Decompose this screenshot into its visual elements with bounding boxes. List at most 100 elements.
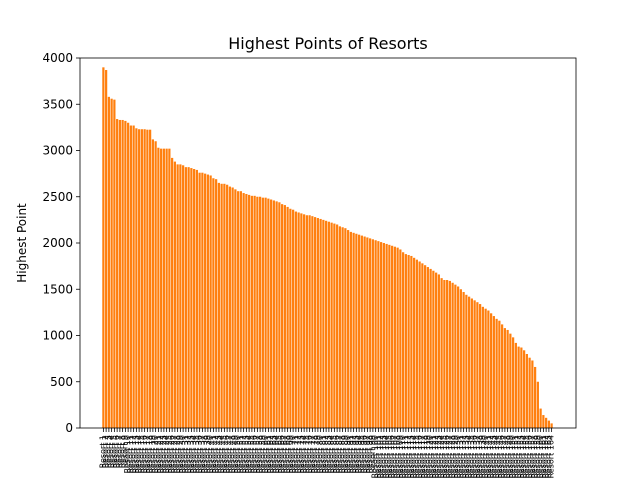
bar (492, 316, 495, 428)
x-tick-label: Resort 155 (522, 435, 531, 478)
bar (116, 119, 119, 429)
bar (347, 230, 350, 428)
x-tick-label: Resort 91 (346, 435, 355, 473)
bar (239, 191, 242, 428)
x-tick-label: Resort 117 (417, 435, 426, 478)
x-tick-label: Resort 112 (404, 435, 413, 478)
x-tick-label: Resort 59 (258, 435, 267, 473)
bar (212, 178, 215, 428)
bar (107, 96, 110, 428)
x-tick-label: Resort 35 (192, 435, 201, 473)
y-tick-label: 0 (65, 421, 73, 435)
bar (151, 139, 154, 428)
x-tick-label: Resort 153 (516, 435, 525, 478)
x-tick-label: Resort 136 (470, 435, 479, 478)
bar (184, 167, 187, 428)
x-tick-label: Resort 84 (327, 435, 336, 473)
bar (407, 255, 410, 428)
x-tick-label: Resort 65 (274, 435, 283, 473)
x-tick-label: Resort 9 (120, 435, 129, 468)
x-tick-label: Resort 74 (299, 435, 308, 473)
x-tick-label: Resort 69 (285, 435, 294, 473)
bar (547, 420, 550, 428)
x-tick-label: Resort 123 (434, 435, 443, 478)
x-tick-label: Resort 18 (145, 435, 154, 473)
x-tick-label: Resort 40 (206, 435, 215, 473)
x-tick-label: Resort 67 (280, 435, 289, 473)
bar (531, 360, 534, 428)
x-tick-label: Resort 31 (181, 435, 190, 473)
bar (297, 212, 300, 428)
x-tick-label: Resort 90 (343, 435, 352, 473)
x-tick-label: Resort 92 (349, 435, 358, 473)
y-tick-label: 1500 (42, 282, 73, 296)
bar (355, 233, 358, 428)
bar (193, 169, 196, 428)
bar (215, 179, 218, 428)
bar (424, 265, 427, 428)
y-tick-label: 4000 (42, 51, 73, 65)
x-tick-label: Resort 126 (442, 435, 451, 478)
x-tick-label: Resort 36 (195, 435, 204, 473)
x-tick-label: Resort 98 (365, 435, 374, 473)
x-tick-label: Resort 146 (497, 435, 506, 478)
x-tick-label: Resort 82 (321, 435, 330, 473)
bar (157, 147, 160, 429)
x-tick-label: Resort 118 (420, 435, 429, 478)
x-tick-label: Resort 73 (296, 435, 305, 473)
bar (206, 174, 209, 428)
x-tick-label: Resort 122 (431, 435, 440, 478)
y-axis-label: Highest Point (15, 203, 29, 283)
bar (369, 238, 372, 428)
bar (154, 141, 157, 428)
bar (437, 274, 440, 428)
bar (352, 232, 355, 428)
bar (303, 214, 306, 428)
bar (143, 129, 146, 429)
x-tick-label: Resort 149 (505, 435, 514, 478)
x-tick-label: Resort 113 (406, 435, 415, 478)
x-tick-label: Resort 24 (162, 435, 171, 473)
x-tick-label: Resort 96 (360, 435, 369, 473)
bar (462, 292, 465, 428)
bar (514, 342, 517, 428)
x-tick-label: Resort 105 (384, 435, 393, 478)
x-tick-label: Resort 89 (340, 435, 349, 473)
bar (281, 204, 284, 428)
bar (314, 217, 317, 428)
x-tick-label: Resort 20 (151, 435, 160, 473)
x-tick-label: Resort 50 (233, 435, 242, 473)
x-tick-label: Resort 27 (170, 435, 179, 473)
x-tick-label: Resort 101 (373, 435, 382, 478)
bar (338, 226, 341, 428)
bar (292, 209, 295, 428)
bar (421, 263, 424, 428)
bar (446, 280, 449, 428)
bar (102, 67, 105, 428)
x-tick-label: Resort 39 (203, 435, 212, 473)
x-tick-label: Resort 93 (351, 435, 360, 473)
x-tick-label: Resort 58 (255, 435, 264, 473)
x-tick-label: Resort 29 (175, 435, 184, 473)
x-tick-label: Resort 140 (481, 435, 490, 478)
bar (256, 196, 259, 428)
x-tick-label: Resort 66 (277, 435, 286, 473)
x-tick-label: Resort 135 (467, 435, 476, 478)
x-tick-label: Resort 151 (511, 435, 520, 478)
bar (358, 234, 361, 428)
bar (264, 197, 267, 428)
x-tick-label: Resort 161 (538, 435, 547, 478)
x-tick-label: Resort 30 (178, 435, 187, 473)
y-tick-label: 3500 (42, 97, 73, 111)
bar (402, 252, 405, 428)
bar (393, 246, 396, 428)
bar (377, 241, 380, 428)
x-tick-label: Resort 106 (387, 435, 396, 478)
x-tick-label: Resort 97 (362, 435, 371, 473)
x-tick-label: Resort 133 (461, 435, 470, 478)
chart-title: Highest Points of Resorts (228, 34, 428, 53)
bar (366, 237, 369, 428)
x-tick-label: Resort 138 (475, 435, 484, 478)
